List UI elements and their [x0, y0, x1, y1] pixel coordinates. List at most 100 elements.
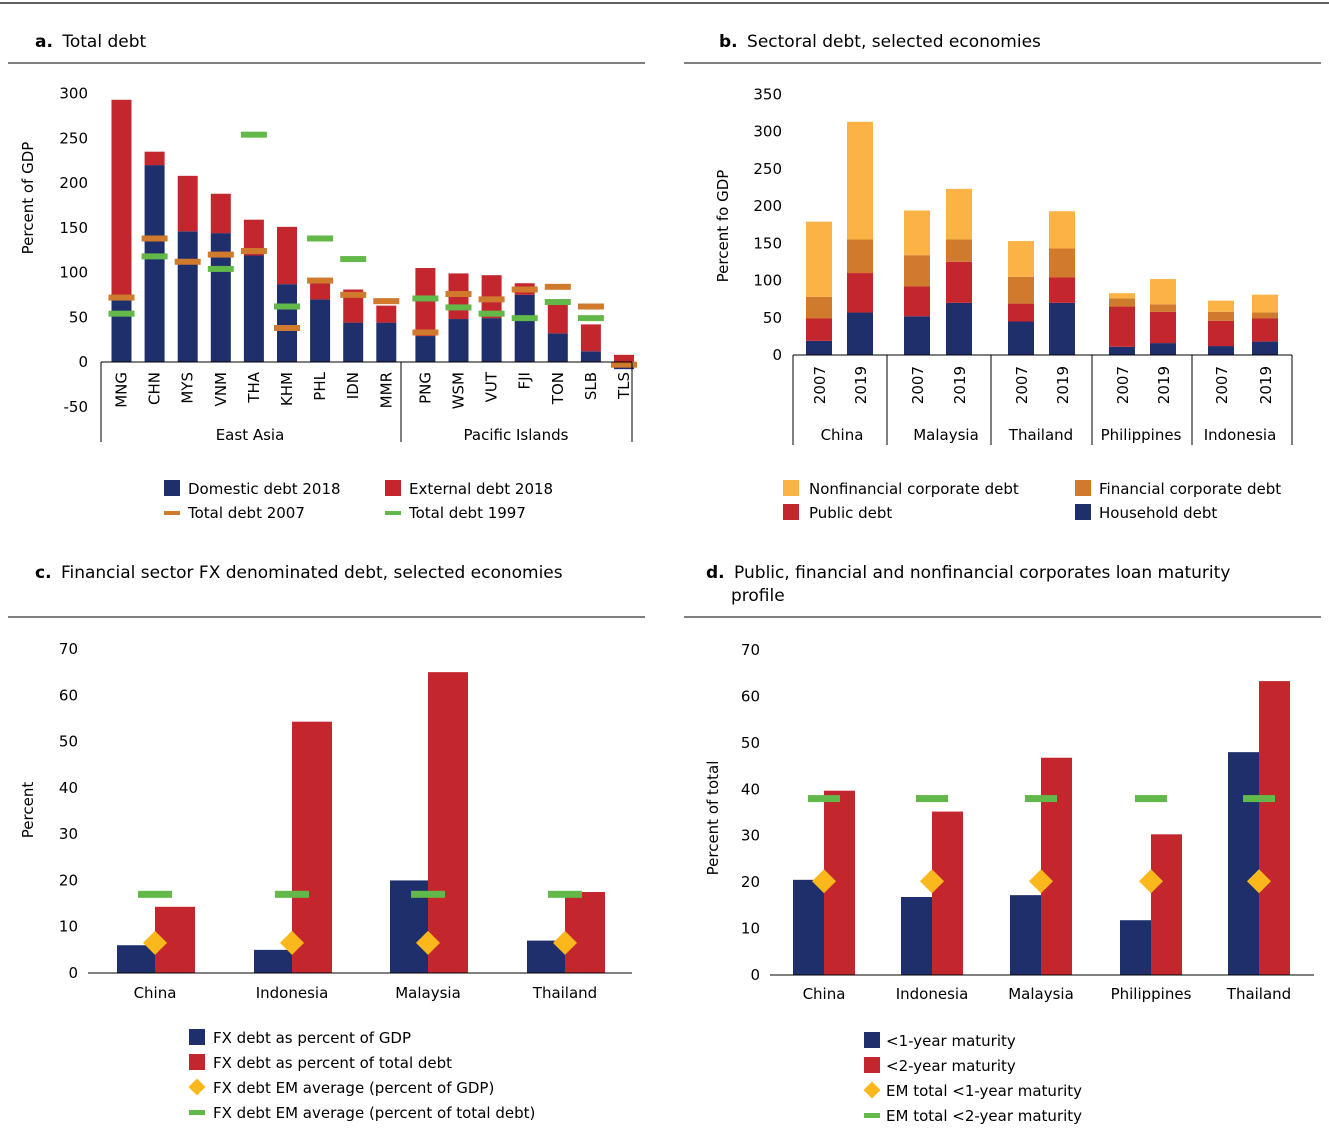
- bar-lt1: [793, 879, 824, 975]
- group-label: Thailand: [1008, 426, 1073, 444]
- panel-b-title-text: Sectoral debt, selected economies: [747, 32, 1041, 52]
- panel-d-title-text: Public, financial and nonfinancial corpo…: [734, 563, 1230, 583]
- x-tick-label: PNG: [416, 372, 434, 404]
- legend-label-em-lt1: EM total <1-year maturity: [886, 1082, 1082, 1100]
- bar-nonfinancial: [904, 210, 930, 256]
- x-tick-label: 2019: [852, 366, 870, 404]
- y-tick-label: 0: [772, 346, 782, 364]
- bar-external: [277, 226, 297, 285]
- legend-swatch-fx-gdp: [189, 1029, 205, 1045]
- bar-household: [904, 316, 930, 355]
- bar-domestic: [144, 165, 165, 362]
- bar-nonfinancial: [1008, 241, 1034, 277]
- bar-public: [1208, 320, 1234, 347]
- y-tick-label: 10: [59, 918, 78, 936]
- marker-total-2007: [340, 291, 367, 298]
- bar-nonfinancial: [1208, 300, 1234, 312]
- bar-financial: [1109, 298, 1135, 307]
- x-tick-label: IDN: [344, 372, 362, 399]
- bar-domestic: [111, 299, 132, 362]
- marker-total-2007: [373, 298, 400, 305]
- marker-total-2007: [240, 248, 267, 255]
- x-tick-label: 2019: [1257, 366, 1275, 404]
- diamond-em-lt1: [1246, 869, 1272, 894]
- x-tick-label: Thailand: [532, 984, 597, 1002]
- y-tick-label: 50: [59, 733, 78, 751]
- bar-household: [847, 312, 873, 355]
- bar-fx-gdp: [254, 949, 294, 973]
- x-tick-label: 2019: [1054, 366, 1072, 404]
- bar-lt2: [932, 811, 963, 975]
- legend-label-public: Public debt: [809, 504, 892, 522]
- bar-household: [1252, 341, 1278, 355]
- x-tick-label: Indonesia: [256, 984, 329, 1002]
- x-tick-label: VUT: [483, 371, 501, 402]
- marker-em-total-debt: [275, 890, 309, 898]
- y-tick-label: 50: [741, 734, 760, 752]
- y-tick-label: 40: [59, 779, 78, 797]
- legend-label-domestic: Domestic debt 2018: [188, 480, 341, 498]
- bar-financial: [806, 296, 832, 319]
- legend-swatch-household: [1075, 504, 1091, 520]
- y-tick-label: 50: [69, 308, 88, 326]
- legend-label-fx-em-gdp: FX debt EM average (percent of GDP): [213, 1079, 494, 1097]
- bar-external: [614, 354, 634, 362]
- marker-total-1997: [544, 299, 571, 306]
- y-tick-label: -50: [64, 398, 89, 416]
- legend-label-fx-em-total: FX debt EM average (percent of total deb…: [213, 1104, 535, 1122]
- x-tick-label: Philippines: [1111, 985, 1192, 1003]
- x-tick-label: TON: [549, 372, 567, 405]
- x-tick-label: Malaysia: [1008, 985, 1074, 1003]
- bar-public: [946, 261, 972, 303]
- x-tick-label: Malaysia: [395, 984, 461, 1002]
- marker-total-1997: [412, 295, 439, 302]
- bar-public: [1252, 318, 1278, 342]
- y-tick-label: 30: [741, 827, 760, 845]
- bar-financial: [1150, 304, 1176, 312]
- bar-nonfinancial: [1150, 279, 1176, 305]
- y-tick-label: 20: [741, 873, 760, 891]
- bar-external: [547, 299, 568, 334]
- legend-swatch-nonfinancial: [783, 480, 799, 496]
- bar-financial: [1208, 311, 1234, 321]
- panel-a-title-text: Total debt: [61, 32, 146, 52]
- marker-total-1997: [240, 131, 267, 138]
- bar-lt2: [1151, 834, 1182, 975]
- y-tick-label: 20: [59, 871, 78, 889]
- y-tick-label: 200: [753, 197, 782, 215]
- group-label: Philippines: [1101, 426, 1182, 444]
- x-tick-label: Thailand: [1226, 985, 1291, 1003]
- bar-financial: [1008, 276, 1034, 304]
- x-tick-label: TLS: [615, 372, 633, 400]
- bar-household: [1049, 302, 1075, 355]
- bar-domestic: [547, 333, 568, 362]
- panel-b-letter: b.: [719, 32, 738, 52]
- marker-total-2007: [478, 296, 505, 303]
- marker-total-1997: [478, 310, 505, 317]
- bar-financial: [1049, 248, 1075, 278]
- legend-swatch-total2007: [164, 511, 180, 515]
- bar-household: [946, 302, 972, 355]
- bar-lt1: [1010, 895, 1041, 975]
- x-tick-label: 2007: [1013, 366, 1031, 404]
- marker-total-1997: [307, 235, 334, 242]
- bar-lt1: [1120, 920, 1151, 975]
- x-tick-label: PHL: [311, 371, 329, 400]
- group-label: China: [821, 426, 864, 444]
- panel-c-title: c. Financial sector FX denominated debt,…: [35, 563, 563, 583]
- y-tick-label: 70: [59, 640, 78, 658]
- marker-em-lt2: [1135, 795, 1167, 803]
- marker-total-1997: [141, 253, 168, 260]
- x-tick-label: 2007: [811, 366, 829, 404]
- marker-total-1997: [108, 310, 135, 317]
- legend-label-financial: Financial corporate debt: [1099, 480, 1281, 498]
- group-label: East Asia: [216, 426, 285, 444]
- bar-household: [1109, 346, 1135, 355]
- bar-domestic: [580, 351, 601, 362]
- marker-total-2007: [511, 286, 538, 293]
- bar-nonfinancial: [946, 188, 972, 240]
- marker-total-2007: [445, 290, 472, 297]
- bar-domestic: [277, 284, 297, 362]
- bar-domestic: [415, 336, 436, 362]
- marker-total-2007: [274, 324, 300, 331]
